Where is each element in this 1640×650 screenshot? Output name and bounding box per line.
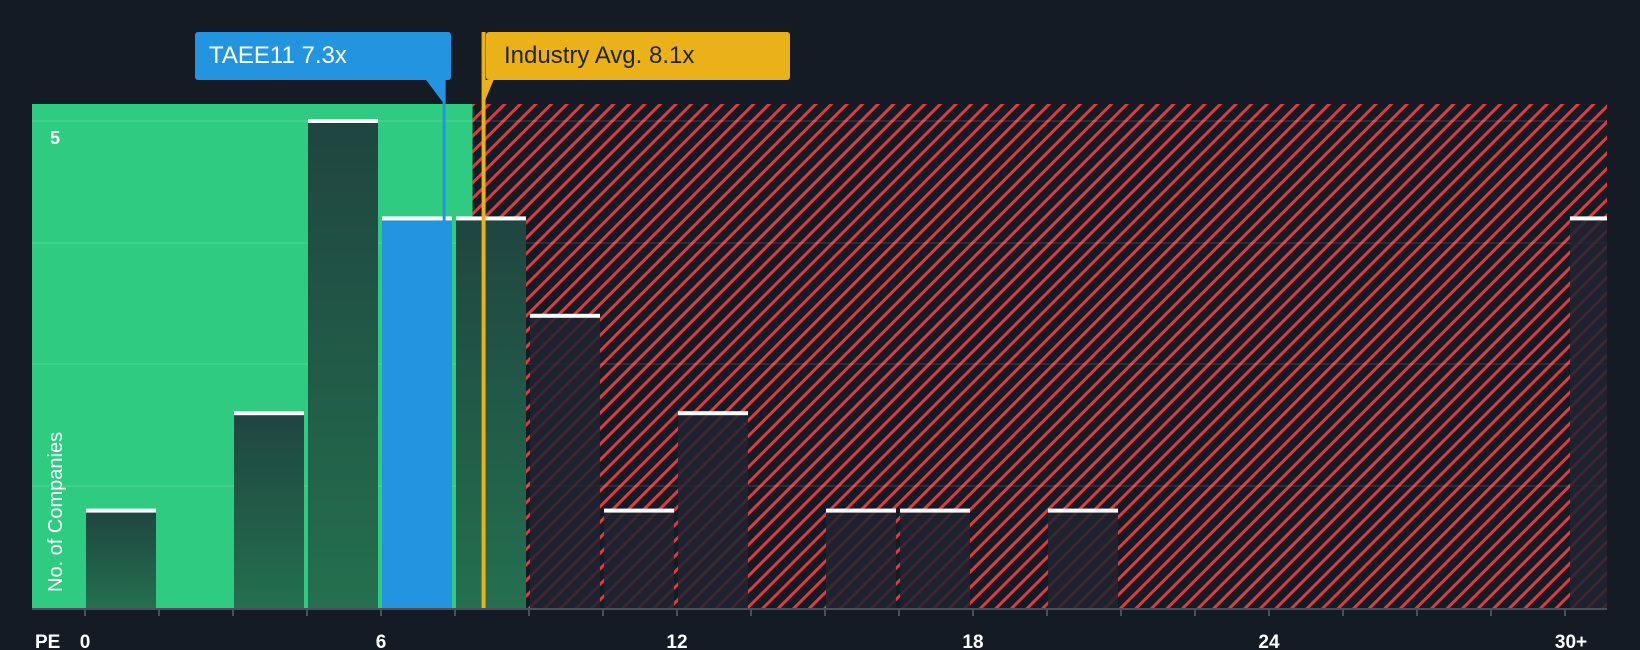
bar-cap	[456, 216, 526, 221]
x-tick-label: 18	[962, 632, 983, 650]
histogram-bar	[456, 218, 526, 608]
y-axis-title: No. of Companies	[45, 432, 67, 592]
company-pointer	[426, 80, 445, 104]
histogram-bar	[308, 121, 378, 608]
bar-cap	[1570, 216, 1607, 221]
bar-cap	[900, 508, 970, 513]
bar-cap	[826, 508, 896, 513]
company-pe-callout: TAEE11 7.3x	[195, 32, 451, 80]
histogram-bar	[530, 315, 600, 608]
x-tick-label: 12	[666, 632, 687, 650]
bar-cap	[678, 411, 748, 416]
industry-pointer	[483, 80, 494, 104]
bar-cap	[382, 216, 452, 221]
company-pe-label: TAEE11 7.3x	[209, 42, 347, 69]
y-tick-label: 5	[50, 128, 60, 148]
company-bar	[382, 218, 452, 608]
bar-cap	[234, 411, 304, 416]
bar-cap	[86, 508, 156, 513]
bar-cap	[308, 119, 378, 123]
x-tick-label: 24	[1258, 632, 1280, 650]
histogram-bar	[900, 510, 970, 608]
histogram-bar	[234, 413, 304, 608]
histogram-bar	[1048, 510, 1118, 608]
histogram-bar	[1570, 218, 1607, 608]
industry-avg-callout: Industry Avg. 8.1x	[486, 32, 790, 80]
histogram-bar	[86, 510, 156, 608]
bar-cap	[1048, 508, 1118, 513]
histogram-bar	[826, 510, 896, 608]
x-tick-label: 6	[376, 632, 387, 650]
bar-cap	[604, 508, 674, 513]
histogram-bar	[604, 510, 674, 608]
histogram-bar	[678, 413, 748, 608]
x-tick-label: 0	[80, 632, 91, 650]
industry-avg-label: Industry Avg. 8.1x	[504, 42, 695, 69]
bar-cap	[530, 313, 600, 318]
x-tick-label: 30+	[1555, 632, 1587, 650]
x-axis-title: PE	[35, 632, 60, 650]
